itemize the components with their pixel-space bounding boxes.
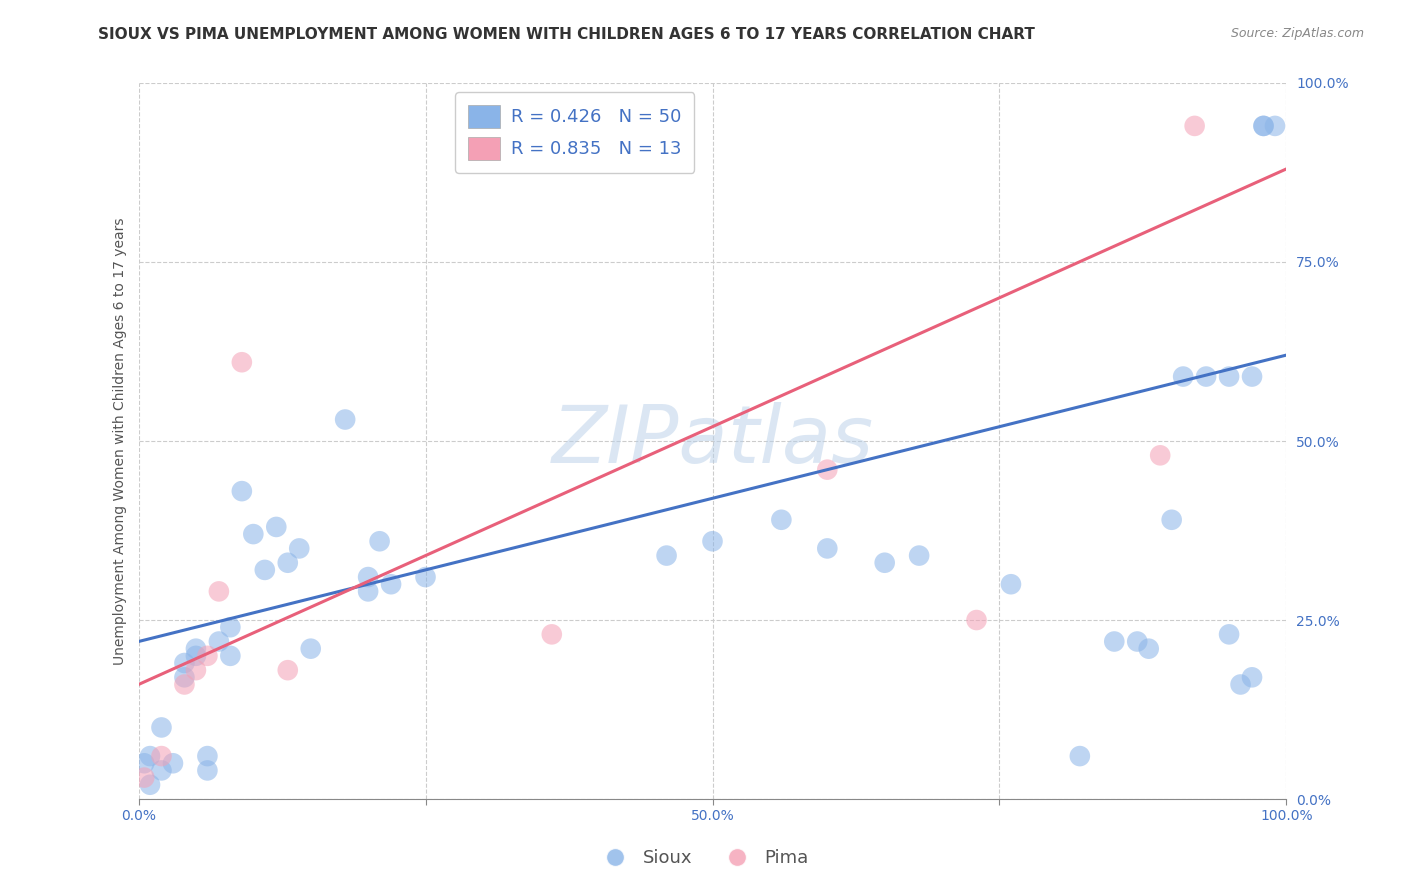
Point xyxy=(134,771,156,785)
Point xyxy=(277,556,299,570)
Point xyxy=(1253,119,1275,133)
Point xyxy=(277,663,299,677)
Point xyxy=(197,764,219,778)
Point xyxy=(1137,641,1160,656)
Text: Source: ZipAtlas.com: Source: ZipAtlas.com xyxy=(1230,27,1364,40)
Point xyxy=(655,549,678,563)
Point xyxy=(219,648,242,663)
Point xyxy=(357,570,380,584)
Point xyxy=(815,463,838,477)
Point xyxy=(540,627,562,641)
Point xyxy=(173,670,195,684)
Point xyxy=(1126,634,1149,648)
Point xyxy=(208,584,231,599)
Point xyxy=(1104,634,1126,648)
Point xyxy=(1000,577,1022,591)
Point xyxy=(333,412,356,426)
Point xyxy=(197,749,219,764)
Legend: R = 0.426   N = 50, R = 0.835   N = 13: R = 0.426 N = 50, R = 0.835 N = 13 xyxy=(456,92,695,173)
Point xyxy=(184,663,207,677)
Point xyxy=(1160,513,1182,527)
Text: SIOUX VS PIMA UNEMPLOYMENT AMONG WOMEN WITH CHILDREN AGES 6 TO 17 YEARS CORRELAT: SIOUX VS PIMA UNEMPLOYMENT AMONG WOMEN W… xyxy=(98,27,1035,42)
Point xyxy=(1184,119,1206,133)
Point xyxy=(1218,627,1240,641)
Text: ZIPatlas: ZIPatlas xyxy=(551,402,873,480)
Point xyxy=(702,534,724,549)
Point xyxy=(368,534,391,549)
Point xyxy=(770,513,793,527)
Point xyxy=(266,520,288,534)
Point xyxy=(162,756,184,771)
Point xyxy=(197,648,219,663)
Point xyxy=(150,749,173,764)
Point xyxy=(1173,369,1195,384)
Point xyxy=(173,677,195,691)
Point xyxy=(299,641,322,656)
Point xyxy=(139,778,162,792)
Point xyxy=(1149,448,1171,462)
Point xyxy=(1240,369,1263,384)
Point xyxy=(1195,369,1218,384)
Point xyxy=(231,355,253,369)
Point xyxy=(415,570,437,584)
Point xyxy=(1218,369,1240,384)
Point xyxy=(357,584,380,599)
Point xyxy=(815,541,838,556)
Point xyxy=(184,641,207,656)
Point xyxy=(219,620,242,634)
Y-axis label: Unemployment Among Women with Children Ages 6 to 17 years: Unemployment Among Women with Children A… xyxy=(114,218,128,665)
Point xyxy=(150,721,173,735)
Point xyxy=(173,656,195,670)
Point xyxy=(208,634,231,648)
Point xyxy=(873,556,896,570)
Point xyxy=(1264,119,1286,133)
Point xyxy=(1253,119,1275,133)
Point xyxy=(134,756,156,771)
Point xyxy=(966,613,988,627)
Point xyxy=(139,749,162,764)
Legend: Sioux, Pima: Sioux, Pima xyxy=(591,842,815,874)
Point xyxy=(908,549,931,563)
Point xyxy=(253,563,276,577)
Point xyxy=(1229,677,1251,691)
Point xyxy=(184,648,207,663)
Point xyxy=(231,484,253,499)
Point xyxy=(288,541,311,556)
Point xyxy=(242,527,264,541)
Point xyxy=(150,764,173,778)
Point xyxy=(1069,749,1091,764)
Point xyxy=(1240,670,1263,684)
Point xyxy=(380,577,402,591)
